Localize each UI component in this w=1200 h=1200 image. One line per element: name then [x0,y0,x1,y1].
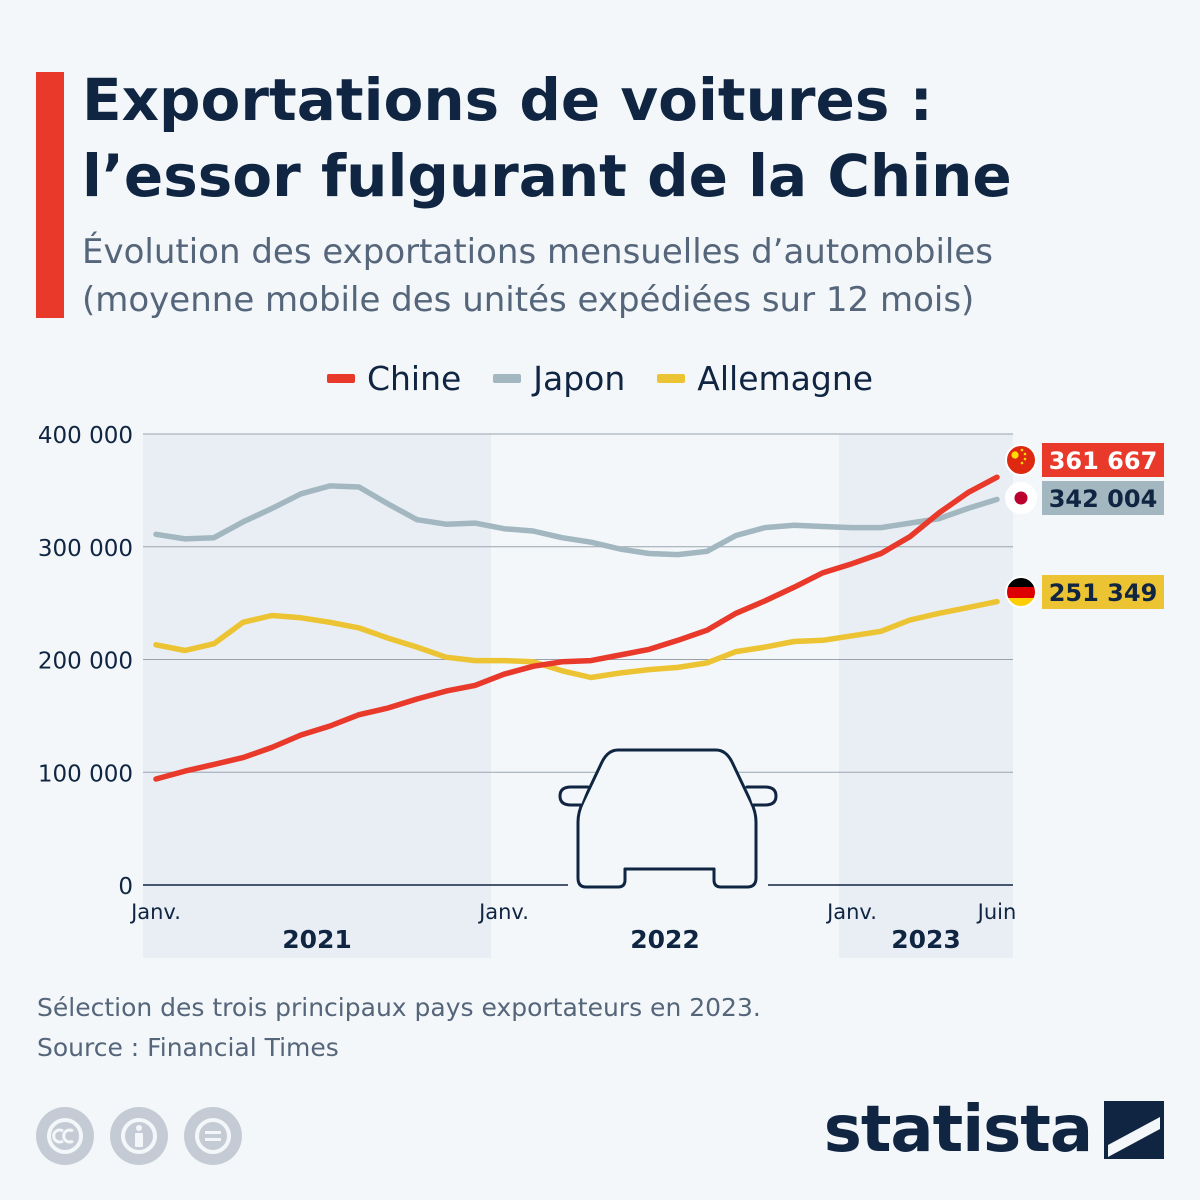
china-flag-icon [1005,444,1037,476]
footnote-source: Source : Financial Times [37,1033,339,1062]
x-year-label: 2021 [282,925,352,954]
subtitle-line-1: Évolution des exportations mensuelles d’… [82,232,994,272]
legend-swatch [326,374,355,383]
y-tick-label: 0 [118,874,133,900]
legend-label: Chine [366,359,462,398]
chart-title: Exportations de voitures : l’essor fulgu… [82,62,1182,214]
chart-subtitle: Évolution des exportations mensuelles d’… [82,228,1182,324]
series-line-japon [153,483,1000,558]
x-tick-label: Juin [976,900,1017,924]
value-badge-chine [1042,443,1164,477]
legend-item-2: Allemagne [657,359,873,398]
x-tick-label: Janv. [129,900,181,924]
series-line-allemagne [153,598,1000,681]
subtitle-line-2: (moyenne mobile des unités expédiées sur… [82,280,975,320]
license-icons [36,1107,242,1165]
no-derivatives-icon[interactable] [184,1107,242,1165]
title-line-1: Exportations de voitures : [82,66,933,134]
x-year-label: 2023 [891,925,961,954]
legend-swatch [493,374,522,383]
x-tick-label: Janv. [825,900,877,924]
statista-brand[interactable]: statista [824,1093,1164,1167]
creative-commons-icon[interactable] [36,1107,94,1165]
legend-swatch [657,374,686,383]
statista-logo-icon [1104,1101,1164,1159]
year-band-2023 [839,434,1013,958]
brand-name: statista [823,1093,1093,1167]
value-badge-japon [1042,481,1164,515]
footnote: Sélection des trois principaux pays expo… [37,988,761,1068]
y-tick-label: 300 000 [38,536,133,562]
value-badge-allemagne [1042,575,1164,609]
legend-item-0: Chine [326,359,462,398]
year-band-2021 [143,434,491,958]
title-accent-bar [36,72,64,318]
footnote-note: Sélection des trois principaux pays expo… [37,993,761,1022]
series-line-chine [153,474,1000,782]
attribution-icon[interactable] [110,1107,168,1165]
value-label-japon: 342 004 [1049,485,1158,513]
legend-label: Allemagne [697,359,874,398]
legend-label: Japon [533,359,626,398]
value-label-allemagne: 251 349 [1049,579,1158,607]
y-tick-label: 200 000 [38,649,133,675]
car-illustration-icon [558,748,778,892]
legend-item-1: Japon [493,359,625,398]
japan-flag-icon [1005,482,1037,514]
x-year-label: 2022 [630,925,700,954]
value-label-chine: 361 667 [1049,447,1158,475]
y-tick-label: 400 000 [38,423,133,449]
x-tick-label: Janv. [477,900,529,924]
title-line-2: l’essor fulgurant de la Chine [82,142,1012,210]
y-tick-label: 100 000 [38,761,133,787]
germany-flag-icon [1005,576,1037,608]
chart-legend: Chine Japon Allemagne [0,352,1200,398]
